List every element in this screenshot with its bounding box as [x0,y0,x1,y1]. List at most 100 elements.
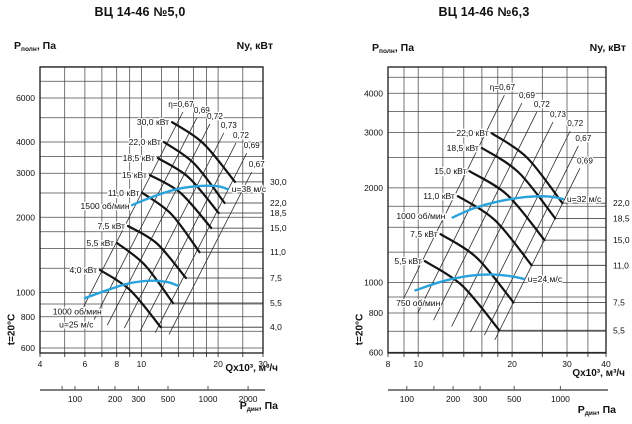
y-tick-label: 800 [369,308,383,318]
pdyn-tick-label: 300 [473,394,487,404]
rpm-label: 1000 об/мин [53,306,102,316]
y-tick-label: 1000 [16,288,35,298]
x-tick-label: 10 [413,359,423,369]
x-tick-label: 40 [601,359,611,369]
rpm-label: 1000 об/мин [396,211,445,221]
chart2-flow-axis-title: Qx10³, м³/ч [572,368,625,379]
efficiency-line [106,123,211,326]
y-tick-label: 6000 [16,93,35,103]
power-curve [171,121,237,183]
efficiency-label: η=0,67 [490,83,516,92]
tip-speed-label: u=38 м/с [232,184,267,194]
pdyn-tick-label: 1000 [199,394,218,404]
x-tick-label: 8 [386,359,391,369]
efficiency-line [80,111,184,314]
chart1-pdyn-axis-title: Pдин, Па [239,400,278,413]
x-tick-label: 10 [137,359,147,369]
chart2-temperature-label: t=20°C [354,313,366,346]
efficiency-label: 0,72 [233,131,249,140]
efficiency-label: 0,69 [519,91,535,100]
power-curve [141,191,201,254]
ny-value-label: 11,0 [270,247,286,257]
power-curve-label: 18,5 кВт [447,143,479,153]
y-tick-label: 2000 [16,212,35,222]
power-curve-label: 11,0 кВт [423,191,455,201]
tip-speed-label: u=32 м/с [567,194,602,204]
chart1-power-axis-title: Ny, кВт [236,40,273,52]
power-curve [148,174,213,230]
x-tick-label: 20 [507,359,517,369]
efficiency-label: 0,67 [249,160,265,169]
power-curve [439,233,515,304]
efficiency-label: η=0,67 [168,100,194,109]
power-curve-label: 22,0 кВт [456,128,488,138]
chart1-title: ВЦ 14-46 №5,0 [94,5,186,19]
ny-value-label: 18,5 [270,208,287,218]
ny-value-label: 5,5 [613,325,625,335]
ny-value-label: 7,5 [613,297,625,307]
fan-speed-curve [414,273,525,292]
efficiency-line [417,102,523,314]
ny-value-label: 4,0 [270,322,282,332]
ny-value-label: 22,0 [270,198,287,208]
y-tick-label: 800 [21,312,35,322]
efficiency-line [154,153,248,333]
tip-speed-label: u=25 м/с [59,319,94,329]
pdyn-axis [388,386,608,391]
power-curve [162,140,226,205]
rpm-label: 1500 об/мин [81,201,130,211]
efficiency-label: 0,69 [577,156,593,165]
power-curve [156,157,220,215]
power-curve-label: 7,5 кВт [98,221,126,231]
x-tick-label: 4 [38,359,43,369]
efficiency-line [433,111,538,321]
chart2-pdyn-axis-title: Pдин, Па [577,404,616,417]
x-tick-label: 6 [83,359,88,369]
y-tick-label: 600 [369,347,383,357]
power-curve-label: 22,0 кВт [129,137,161,147]
power-curve [98,268,162,329]
efficiency-line [400,95,505,305]
y-tick-label: 3000 [16,168,35,178]
efficiency-label: 0,67 [575,134,591,143]
pdyn-tick-label: 300 [131,394,145,404]
power-curve-label: 5,5 кВт [394,256,422,266]
power-curve [490,132,564,205]
power-curve-label: 15 кВт [122,170,147,180]
chart2-pressure-axis-title: Pполн, Па [372,42,415,55]
efficiency-label: 0,72 [567,119,583,128]
power-curve-label: 7,5 кВт [410,229,438,239]
power-curve [480,146,557,220]
fan-speed-curve [131,184,229,207]
ny-value-label: 30,0 [270,177,287,187]
efficiency-line [168,171,253,335]
efficiency-line [470,130,571,333]
power-curve [456,195,533,267]
chart2-title: ВЦ 14-46 №6,3 [438,5,530,19]
x-tick-label: 20 [213,359,223,369]
ny-value-label: 5,5 [270,298,282,308]
ny-value-label: 11,0 [613,260,629,270]
power-curve-label: 30,0 кВт [137,117,169,127]
pdyn-tick-label: 2000 [239,394,258,404]
power-curve-label: 5,5 кВт [87,238,115,248]
ny-value-label: 22,0 [613,198,630,208]
power-curve [423,260,501,332]
power-curve-label: 18,5 кВт [123,153,155,163]
y-tick-label: 4000 [16,137,35,147]
ny-value-label: 18,5 [613,213,630,223]
efficiency-line [484,145,579,336]
x-tick-label: 30 [562,359,572,369]
y-tick-label: 600 [21,343,35,353]
pdyn-tick-label: 100 [400,394,414,404]
efficiency-label: 0,72 [534,100,550,109]
power-curve [468,170,546,242]
plot-border [387,66,607,354]
x-tick-label: 8 [114,359,119,369]
pdyn-tick-label: 200 [108,394,122,404]
y-tick-label: 1000 [364,278,383,288]
power-curve-label: 4,0 кВт [70,265,98,275]
